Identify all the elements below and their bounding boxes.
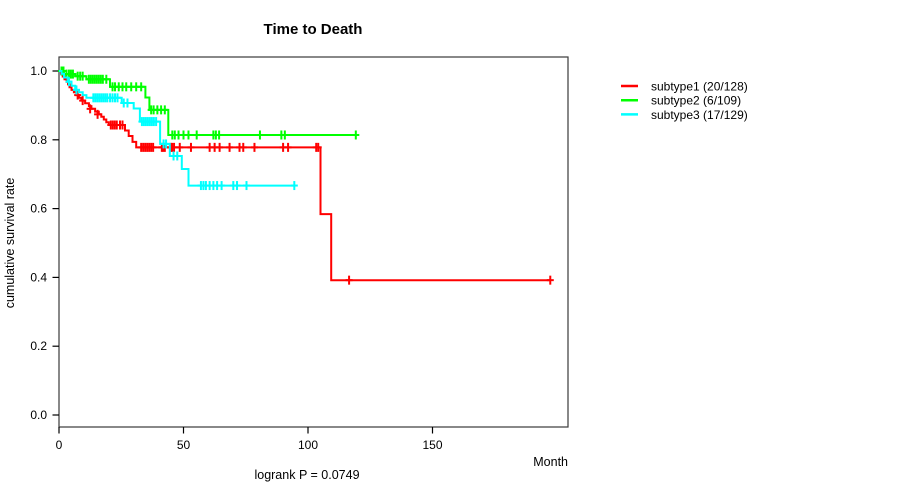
- censor-mark: [226, 142, 234, 152]
- censor-mark: [239, 142, 247, 152]
- censor-mark: [69, 69, 77, 79]
- censor-mark: [74, 90, 82, 100]
- censor-mark: [86, 104, 94, 114]
- censor-mark: [176, 142, 184, 152]
- legend-item-1: subtype1 (20/128): [621, 80, 748, 94]
- censor-mark: [184, 130, 192, 140]
- censor-mark: [72, 85, 80, 95]
- censor-mark: [216, 142, 224, 152]
- censor-mark: [314, 142, 322, 152]
- censor-mark: [149, 142, 157, 152]
- censor-mark: [79, 71, 87, 81]
- x-tick-label: 150: [422, 438, 442, 452]
- censor-mark: [215, 130, 223, 140]
- chart-title: Time to Death: [264, 21, 363, 38]
- plot-box: [58, 56, 569, 428]
- censor-mark: [137, 82, 145, 92]
- censor-mark: [123, 98, 131, 108]
- series-group: [57, 66, 554, 285]
- censor-mark: [345, 275, 353, 285]
- censor-mark: [65, 77, 73, 87]
- y-tick-label: 0.2: [30, 339, 47, 353]
- censor-mark: [162, 139, 170, 149]
- censor-mark: [284, 142, 292, 152]
- y-tick-label: 1.0: [30, 64, 47, 78]
- legend-item-3: subtype3 (17/129): [621, 108, 748, 122]
- series-line-3: [59, 70, 296, 187]
- axes-group: 0 50 100 150 1.0 0.8 0.6 0.4 0.2 0.0: [30, 56, 569, 452]
- censor-mark: [281, 130, 289, 140]
- legend-item-2: subtype2 (6/109): [621, 94, 741, 108]
- censor-mark: [290, 181, 298, 191]
- x-axis-label: Month: [533, 455, 568, 469]
- censor-mark: [173, 151, 181, 161]
- y-tick-label: 0.4: [30, 270, 47, 284]
- legend-label: subtype3 (17/129): [651, 108, 748, 122]
- censor-mark: [250, 142, 258, 152]
- x-tick-label: 50: [177, 438, 191, 452]
- y-tick-label: 0.8: [30, 133, 47, 147]
- censor-mark: [546, 275, 554, 285]
- censor-mark: [118, 120, 126, 130]
- censor-mark: [152, 117, 160, 127]
- censor-mark: [242, 181, 250, 191]
- y-axis-label: cumulative survival rate: [3, 178, 17, 309]
- censor-mark: [79, 96, 87, 106]
- legend-label: subtype2 (6/109): [651, 94, 741, 108]
- y-tick-label: 0.6: [30, 202, 47, 216]
- y-tick-label: 0.0: [30, 408, 47, 422]
- censor-mark: [218, 181, 226, 191]
- censor-mark: [161, 105, 169, 115]
- censor-mark: [233, 181, 241, 191]
- legend-label: subtype1 (20/128): [651, 80, 748, 94]
- censor-mark: [114, 93, 122, 103]
- censor-mark: [193, 130, 201, 140]
- x-tick-label: 100: [298, 438, 318, 452]
- censor-mark: [187, 142, 195, 152]
- censor-mark: [94, 109, 102, 119]
- censor-mark: [256, 130, 264, 140]
- x-tick-label: 0: [56, 438, 63, 452]
- logrank-note: logrank P = 0.0749: [254, 468, 359, 482]
- legend: subtype1 (20/128)subtype2 (6/109)subtype…: [621, 80, 748, 122]
- censor-mark: [352, 130, 360, 140]
- censor-mark: [102, 74, 110, 84]
